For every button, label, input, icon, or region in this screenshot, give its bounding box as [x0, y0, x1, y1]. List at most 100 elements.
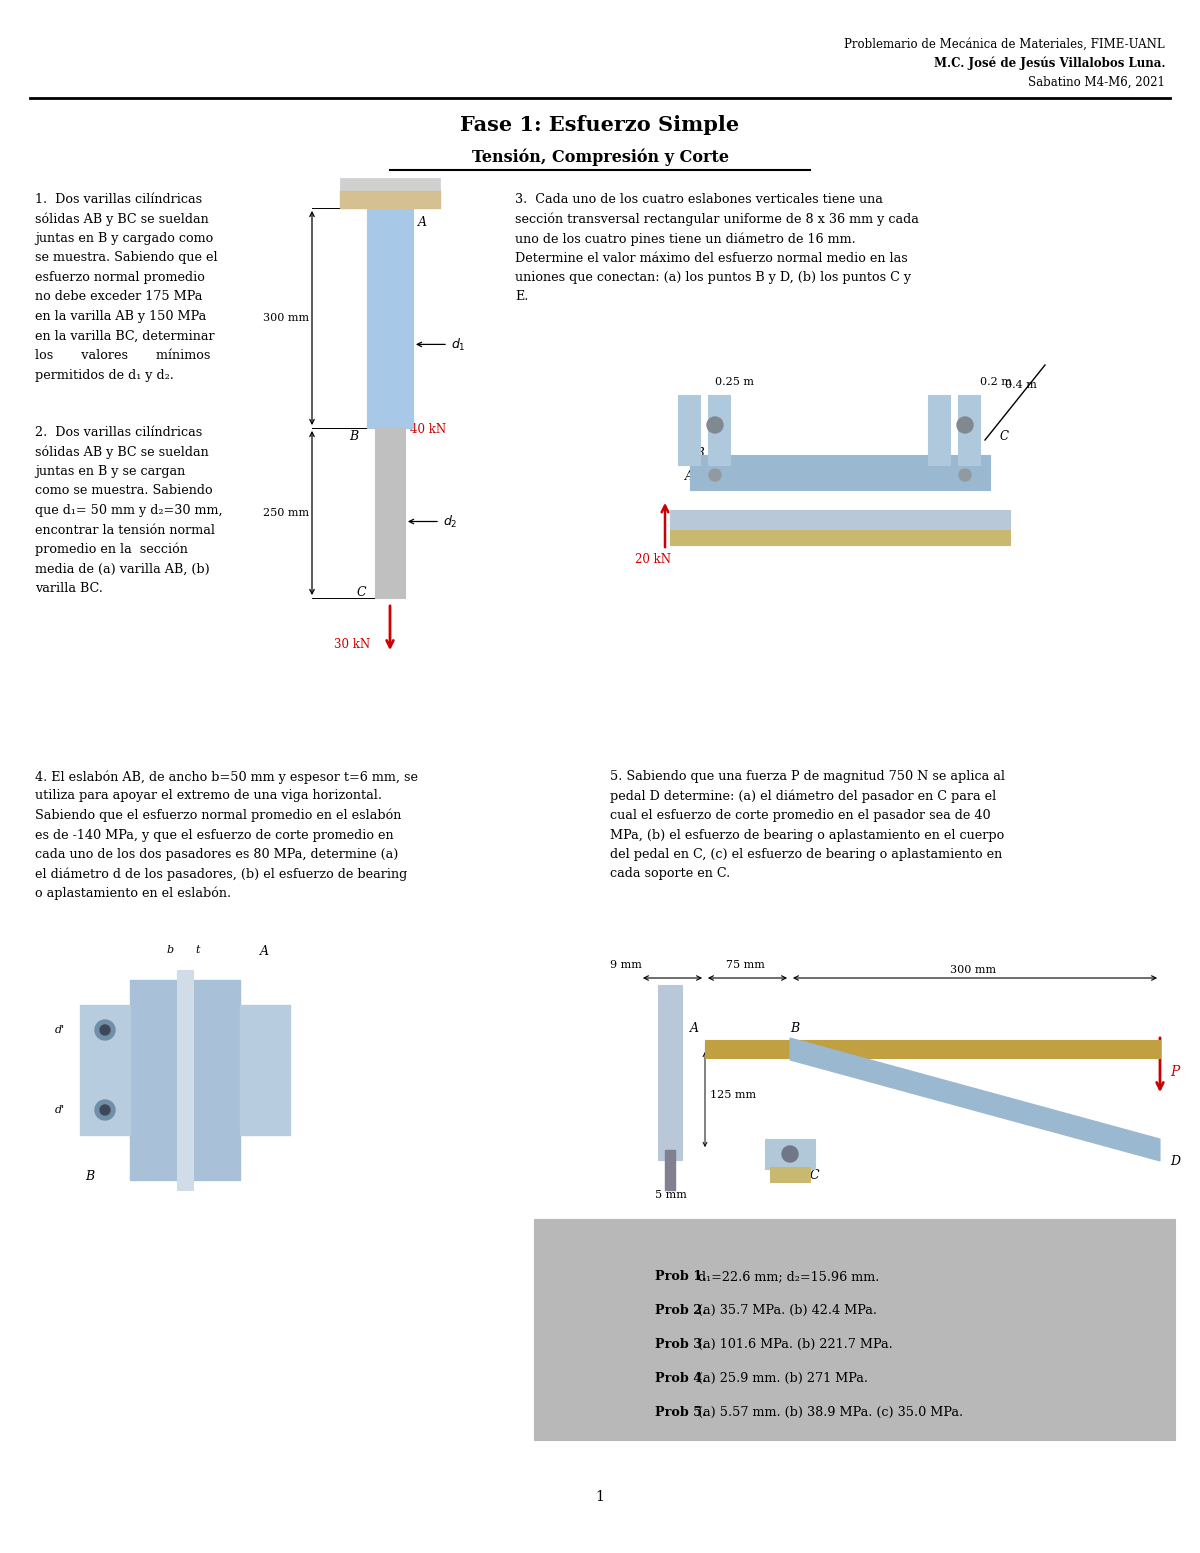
Text: uno de los cuatro pines tiene un diámetro de 16 mm.: uno de los cuatro pines tiene un diámetr… — [515, 231, 856, 245]
Text: se muestra. Sabiendo que el: se muestra. Sabiendo que el — [35, 252, 217, 264]
Bar — [958, 394, 980, 464]
Text: utiliza para apoyar el extremo de una viga horizontal.: utiliza para apoyar el extremo de una vi… — [35, 789, 382, 803]
Text: A: A — [260, 944, 269, 958]
Text: d': d' — [55, 1025, 65, 1034]
Text: o aplastamiento en el eslabón.: o aplastamiento en el eslabón. — [35, 887, 232, 901]
Text: Determine el valor máximo del esfuerzo normal medio en las: Determine el valor máximo del esfuerzo n… — [515, 252, 907, 264]
Text: Prob 3.: Prob 3. — [655, 1339, 707, 1351]
Circle shape — [100, 1025, 110, 1034]
Text: sólidas AB y BC se sueldan: sólidas AB y BC se sueldan — [35, 213, 209, 227]
Text: 30 kN: 30 kN — [334, 638, 370, 651]
Bar — [367, 208, 413, 429]
Text: esfuerzo normal promedio: esfuerzo normal promedio — [35, 272, 205, 284]
Text: 300 mm: 300 mm — [950, 964, 996, 975]
Circle shape — [959, 469, 971, 481]
Circle shape — [707, 418, 722, 433]
Text: 2.  Dos varillas cilíndricas: 2. Dos varillas cilíndricas — [35, 426, 203, 439]
Text: B: B — [85, 1169, 94, 1183]
Bar — [678, 394, 700, 464]
Text: 5. Sabiendo que una fuerza P de magnitud 750 N se aplica al: 5. Sabiendo que una fuerza P de magnitud… — [610, 770, 1006, 783]
Text: Prob 4.: Prob 4. — [655, 1371, 707, 1385]
Text: cual el esfuerzo de corte promedio en el pasador sea de 40: cual el esfuerzo de corte promedio en el… — [610, 809, 991, 822]
Text: Sabiendo que el esfuerzo normal promedio en el eslabón: Sabiendo que el esfuerzo normal promedio… — [35, 809, 401, 823]
Text: B: B — [695, 447, 703, 460]
Text: (a) 101.6 MPa. (b) 221.7 MPa.: (a) 101.6 MPa. (b) 221.7 MPa. — [694, 1339, 893, 1351]
Text: cada soporte en C.: cada soporte en C. — [610, 868, 731, 881]
Text: Fase 1: Esfuerzo Simple: Fase 1: Esfuerzo Simple — [461, 115, 739, 135]
Text: permitidos de d₁ y d₂.: permitidos de d₁ y d₂. — [35, 368, 174, 382]
Text: juntas en B y se cargan: juntas en B y se cargan — [35, 464, 185, 478]
Text: E.: E. — [515, 290, 528, 303]
Text: d₁=22.6 mm; d₂=15.96 mm.: d₁=22.6 mm; d₂=15.96 mm. — [694, 1270, 878, 1283]
Text: varilla BC.: varilla BC. — [35, 582, 103, 595]
Text: 300 mm: 300 mm — [263, 314, 310, 323]
Text: $d_1$: $d_1$ — [451, 337, 466, 353]
Bar — [670, 509, 1010, 530]
Text: Prob 1.: Prob 1. — [655, 1270, 707, 1283]
Text: 9 mm: 9 mm — [610, 960, 642, 971]
Circle shape — [95, 1100, 115, 1120]
Bar — [374, 429, 406, 598]
Text: es de -140 MPa, y que el esfuerzo de corte promedio en: es de -140 MPa, y que el esfuerzo de cor… — [35, 828, 394, 842]
Bar — [658, 985, 682, 1160]
Text: 125 mm: 125 mm — [710, 1090, 756, 1100]
Text: $d_2$: $d_2$ — [443, 514, 457, 530]
Text: C: C — [810, 1169, 820, 1182]
Text: P: P — [1170, 1065, 1180, 1079]
Text: (a) 25.9 mm. (b) 271 MPa.: (a) 25.9 mm. (b) 271 MPa. — [694, 1371, 868, 1385]
Text: d': d' — [55, 1106, 65, 1115]
Text: pedal D determine: (a) el diámetro del pasador en C para el: pedal D determine: (a) el diámetro del p… — [610, 789, 996, 803]
Text: Respuestas Sección de Esfuerzo Simple: Respuestas Sección de Esfuerzo Simple — [709, 1235, 1001, 1247]
Text: C: C — [1000, 430, 1009, 443]
Bar — [708, 394, 730, 464]
Bar — [340, 189, 440, 208]
Text: t: t — [194, 944, 199, 955]
Circle shape — [100, 1106, 110, 1115]
Text: (a) 35.7 MPa. (b) 42.4 MPa.: (a) 35.7 MPa. (b) 42.4 MPa. — [694, 1305, 876, 1317]
Bar — [665, 1151, 674, 1190]
Text: los       valores       mínimos: los valores mínimos — [35, 349, 210, 362]
Text: B: B — [790, 1022, 799, 1034]
Text: MPa, (b) el esfuerzo de bearing o aplastamiento en el cuerpo: MPa, (b) el esfuerzo de bearing o aplast… — [610, 828, 1004, 842]
Text: A: A — [418, 216, 427, 228]
Bar — [80, 1005, 130, 1135]
Text: M.C. José de Jesús Villalobos Luna.: M.C. José de Jesús Villalobos Luna. — [934, 57, 1165, 70]
Text: A: A — [690, 1022, 698, 1034]
Text: C: C — [358, 585, 367, 599]
Bar — [928, 394, 950, 464]
Text: 1: 1 — [595, 1489, 605, 1503]
Bar — [706, 1041, 1160, 1058]
Text: D: D — [720, 463, 730, 477]
Text: del pedal en C, (c) el esfuerzo de bearing o aplastamiento en: del pedal en C, (c) el esfuerzo de beari… — [610, 848, 1002, 860]
Text: en la varilla AB y 150 MPa: en la varilla AB y 150 MPa — [35, 311, 206, 323]
Circle shape — [95, 1020, 115, 1041]
Text: 40 kN: 40 kN — [410, 422, 446, 436]
Text: B: B — [349, 430, 358, 443]
Text: 75 mm: 75 mm — [726, 960, 764, 971]
Polygon shape — [790, 1037, 1160, 1162]
Text: no debe exceder 175 MPa: no debe exceder 175 MPa — [35, 290, 203, 303]
Text: Sabatino M4-M6, 2021: Sabatino M4-M6, 2021 — [1028, 76, 1165, 89]
Bar — [690, 455, 990, 491]
Text: Problemario de Mecánica de Materiales, FIME-UANL: Problemario de Mecánica de Materiales, F… — [845, 37, 1165, 51]
Text: 0.25 m: 0.25 m — [715, 377, 754, 387]
Text: Prob 2.: Prob 2. — [655, 1305, 707, 1317]
Text: el diámetro d de los pasadores, (b) el esfuerzo de bearing: el diámetro d de los pasadores, (b) el e… — [35, 868, 407, 881]
Bar — [240, 1005, 290, 1135]
Bar — [770, 1166, 810, 1182]
Text: promedio en la  sección: promedio en la sección — [35, 544, 188, 556]
Text: encontrar la tensión normal: encontrar la tensión normal — [35, 523, 215, 536]
Text: como se muestra. Sabiendo: como se muestra. Sabiendo — [35, 485, 212, 497]
Text: cada uno de los dos pasadores es 80 MPa, determine (a): cada uno de los dos pasadores es 80 MPa,… — [35, 848, 398, 860]
Text: en la varilla BC, determinar: en la varilla BC, determinar — [35, 329, 215, 343]
Circle shape — [782, 1146, 798, 1162]
Text: sólidas AB y BC se sueldan: sólidas AB y BC se sueldan — [35, 446, 209, 460]
Text: 250 mm: 250 mm — [263, 508, 310, 519]
Bar — [178, 971, 193, 1190]
Text: juntas en B y cargado como: juntas en B y cargado como — [35, 231, 214, 245]
Text: 3.  Cada uno de los cuatro eslabones verticales tiene una: 3. Cada uno de los cuatro eslabones vert… — [515, 193, 883, 207]
Text: 4. El eslabón AB, de ancho b=50 mm y espesor t=6 mm, se: 4. El eslabón AB, de ancho b=50 mm y esp… — [35, 770, 418, 784]
Bar — [340, 179, 440, 189]
Bar — [130, 980, 240, 1180]
Text: 0.2 m: 0.2 m — [980, 377, 1012, 387]
